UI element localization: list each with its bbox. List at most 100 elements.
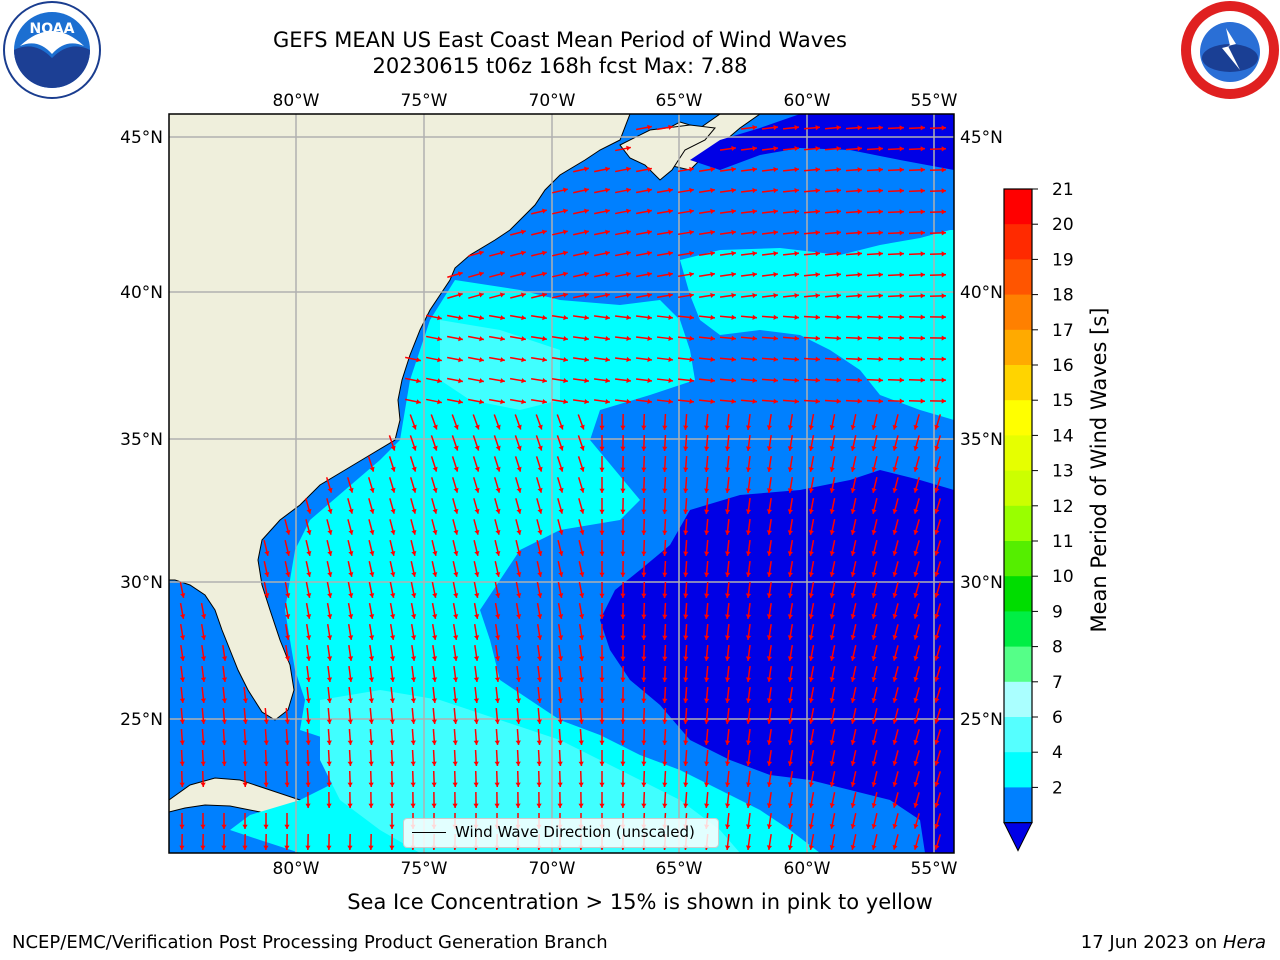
colorbar-segment: [1004, 576, 1032, 612]
wave-arrow-head: [599, 656, 605, 661]
wave-arrow-head: [725, 782, 731, 787]
wave-arrow-head: [285, 635, 291, 640]
wave-arrow-head: [808, 740, 814, 745]
wave-arrow-head: [934, 634, 940, 640]
wave-arrow-head: [326, 803, 332, 808]
wave-arrow-head: [934, 781, 940, 787]
wave-arrow-head: [725, 761, 731, 766]
wave-arrow-head: [787, 614, 793, 619]
wave-arrow-head: [871, 802, 877, 808]
wave-arrow-head: [704, 782, 710, 787]
wave-arrow-head: [474, 466, 480, 472]
wave-arrow-head: [180, 593, 186, 598]
wave-arrow-head: [390, 593, 396, 598]
wave-arrow-head: [306, 572, 312, 577]
wave-arrow-head: [934, 592, 940, 598]
wave-arrow-head: [327, 487, 333, 493]
lon-label-bottom: 55°W: [911, 859, 958, 879]
wave-arrow-head: [836, 356, 841, 362]
wave-arrow-head: [920, 209, 925, 215]
wave-arrow-head: [579, 487, 585, 493]
wave-arrow-head: [457, 271, 463, 277]
wave-arrow-head: [563, 271, 568, 277]
wave-arrow-head: [537, 572, 543, 577]
wave-arrow-head: [578, 782, 584, 787]
wave-arrow-head: [641, 635, 647, 640]
wave-arrow-head: [641, 761, 647, 766]
wave-arrow-head: [850, 782, 856, 787]
wave-arrow-head: [892, 823, 898, 829]
wave-arrow-head: [541, 271, 547, 277]
wave-arrow-head: [920, 251, 925, 257]
wave-arrow-head: [731, 250, 736, 257]
wave-arrow-head: [537, 551, 543, 556]
wave-arrow-head: [579, 572, 585, 577]
map-legend: Wind Wave Direction (unscaled): [403, 818, 719, 848]
wave-arrow-head: [745, 509, 752, 514]
wave-arrow-head: [934, 487, 940, 493]
wave-arrow-head: [516, 551, 522, 556]
wave-arrow-head: [473, 677, 480, 682]
wave-arrow-head: [704, 761, 710, 766]
wave-arrow-head: [710, 166, 715, 172]
lon-label-bottom: 80°W: [273, 859, 320, 879]
wave-arrow-head: [410, 803, 416, 808]
wave-arrow-head: [725, 467, 731, 472]
wave-arrow-head: [306, 593, 312, 598]
wave-arrow-head: [647, 377, 652, 384]
wave-arrow-head: [368, 698, 374, 703]
wave-arrow-head: [808, 719, 814, 724]
wave-arrow-head: [808, 593, 814, 598]
wave-arrow-head: [620, 425, 626, 430]
wave-arrow-head: [542, 399, 547, 405]
wave-arrow-head: [495, 466, 501, 472]
wave-arrow-head: [892, 802, 898, 808]
wave-arrow-head: [390, 445, 396, 451]
wave-arrow-head: [474, 593, 480, 598]
wave-arrow-head: [731, 145, 736, 152]
nws-logo: [1181, 1, 1279, 99]
wave-arrow-head: [794, 230, 799, 236]
wave-arrow-head: [815, 230, 820, 236]
wave-arrow-head: [579, 529, 585, 535]
wave-arrow-head: [453, 466, 459, 472]
wave-arrow-head: [368, 677, 375, 682]
wave-arrow-head: [808, 614, 814, 619]
wave-arrow-head: [934, 529, 940, 535]
wave-arrow-head: [348, 551, 354, 556]
wave-arrow-head: [745, 656, 752, 661]
wave-arrow-head: [537, 445, 543, 451]
wave-arrow-head: [689, 271, 694, 277]
wave-arrow-head: [773, 335, 778, 341]
wave-arrow-head: [563, 229, 568, 235]
wave-arrow-head: [432, 572, 438, 577]
wave-arrow-head: [620, 467, 626, 472]
wave-region-4-6s-east: [680, 230, 954, 420]
wave-arrow-head: [620, 803, 626, 808]
wave-arrow-head: [913, 487, 919, 493]
wave-arrow-head: [725, 719, 731, 724]
noaa-logo-text: NOAA: [30, 21, 75, 37]
wave-arrow-head: [584, 335, 589, 342]
wave-arrow-head: [284, 782, 290, 787]
wave-arrow-head: [752, 398, 757, 404]
wave-arrow-head: [305, 677, 312, 682]
wave-arrow-head: [725, 593, 731, 598]
wave-arrow-head: [453, 529, 459, 535]
wave-arrow-head: [201, 635, 207, 640]
wave-arrow-head: [913, 466, 919, 472]
wave-arrow-head: [620, 551, 626, 556]
chart-title: GEFS MEAN US East Coast Mean Period of W…: [273, 28, 847, 52]
wave-arrow-head: [605, 398, 610, 405]
wave-arrow-head: [431, 740, 437, 745]
wave-arrow-head: [221, 824, 227, 829]
wave-arrow-head: [773, 208, 778, 215]
wave-arrow-head: [704, 551, 710, 556]
wave-arrow-head: [411, 424, 417, 430]
wave-arrow-head: [474, 424, 480, 430]
wave-arrow-head: [920, 167, 925, 173]
wave-arrow-head: [432, 635, 438, 640]
wave-arrow-head: [647, 166, 652, 172]
wave-arrow-head: [871, 655, 877, 661]
wave-arrow-head: [495, 424, 501, 430]
